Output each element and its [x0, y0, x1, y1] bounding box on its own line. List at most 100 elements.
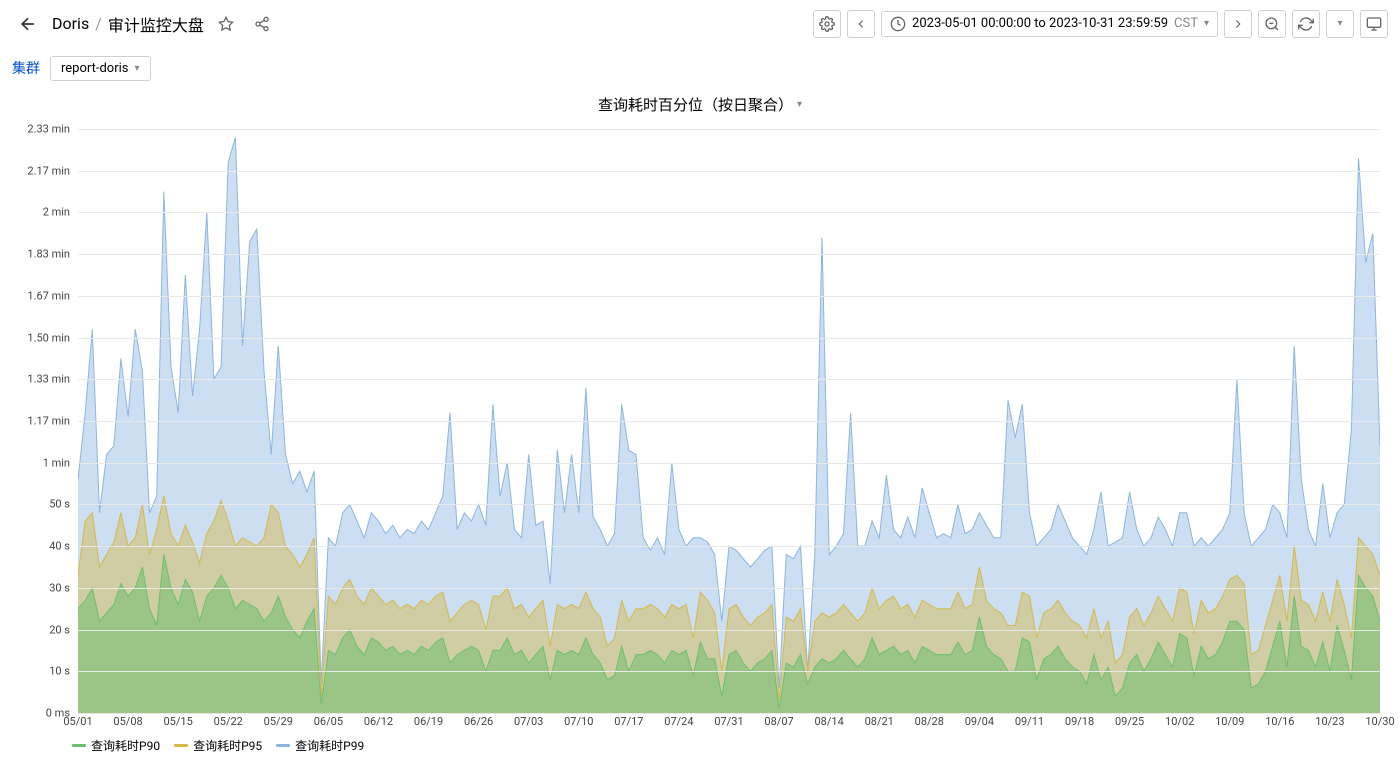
chevron-right-icon: [1231, 17, 1245, 31]
grid-line: [78, 129, 1380, 130]
y-axis: 2.33 min 2.17 min 2 min 1.83 min 1.67 min 1.5…: [12, 121, 74, 733]
grid-line: [78, 671, 1380, 672]
grid-line: [78, 588, 1380, 589]
time-range-text: 2023-05-01 00:00:00 to 2023-10-31 23:59:…: [912, 16, 1168, 31]
y-tick: 1.50 min: [27, 331, 70, 344]
x-tick: 10/23: [1315, 715, 1344, 728]
y-tick: 2.17 min: [27, 164, 70, 177]
breadcrumb-page: 审计监控大盘: [108, 12, 204, 36]
time-next-button[interactable]: [1224, 10, 1252, 38]
grid-line: [78, 171, 1380, 172]
grid-line: [78, 421, 1380, 422]
x-tick: 05/01: [63, 715, 92, 728]
legend-label: 查询耗时P99: [295, 737, 364, 754]
grid-line: [78, 546, 1380, 547]
plot-container: 2.33 min 2.17 min 2 min 1.83 min 1.67 min 1.5…: [12, 121, 1388, 733]
y-tick: 10 s: [49, 665, 70, 678]
chart-panel: 查询耗时百分位（按日聚合） ▾ 2.33 min 2.17 min 2 min 1.8…: [12, 88, 1388, 748]
y-tick: 1.33 min: [27, 373, 70, 386]
y-tick: 40 s: [49, 540, 70, 553]
x-tick: 07/10: [564, 715, 593, 728]
grid-line: [78, 379, 1380, 380]
y-tick: 2.33 min: [27, 123, 70, 136]
y-tick: 1.67 min: [27, 289, 70, 302]
chart-title: 查询耗时百分位（按日聚合）: [598, 94, 793, 115]
chart-title-row[interactable]: 查询耗时百分位（按日聚合） ▾: [12, 88, 1388, 121]
refresh-icon: [1298, 16, 1314, 32]
clock-icon: [890, 16, 906, 32]
legend-item[interactable]: 查询耗时P90: [72, 737, 160, 754]
legend: 查询耗时P90 查询耗时P95 查询耗时P99: [12, 733, 1388, 754]
legend-label: 查询耗时P90: [91, 737, 160, 754]
y-tick: 2 min: [43, 206, 70, 219]
x-tick: 07/17: [614, 715, 643, 728]
time-range-picker[interactable]: 2023-05-01 00:00:00 to 2023-10-31 23:59:…: [881, 11, 1218, 37]
x-tick: 05/22: [214, 715, 243, 728]
share-button[interactable]: [248, 10, 276, 38]
settings-button[interactable]: [813, 10, 841, 38]
refresh-button[interactable]: [1292, 10, 1320, 38]
grid-line: [78, 254, 1380, 255]
share-icon: [254, 16, 270, 32]
y-tick: 1 min: [43, 456, 70, 469]
grid-line: [78, 212, 1380, 213]
x-tick: 06/26: [464, 715, 493, 728]
legend-swatch: [276, 744, 290, 747]
grid-line: [78, 296, 1380, 297]
refresh-dropdown-button[interactable]: ▾: [1326, 10, 1354, 38]
y-tick: 50 s: [49, 498, 70, 511]
legend-item[interactable]: 查询耗时P99: [276, 737, 364, 754]
breadcrumb: Doris / 审计监控大盘: [52, 12, 204, 36]
x-tick: 10/09: [1215, 715, 1244, 728]
sub-header: 集群 report-doris ▾: [0, 48, 1400, 88]
chevron-left-icon: [854, 17, 868, 31]
plot[interactable]: [78, 129, 1380, 713]
zoom-out-button[interactable]: [1258, 10, 1286, 38]
breadcrumb-separator: /: [95, 14, 102, 33]
back-button[interactable]: [12, 8, 44, 40]
y-tick: 20 s: [49, 623, 70, 636]
grid-line: [78, 338, 1380, 339]
header: Doris / 审计监控大盘 2023-05-01 00:00:00 to 20…: [0, 0, 1400, 48]
x-tick: 07/31: [714, 715, 743, 728]
x-tick: 08/21: [865, 715, 894, 728]
chevron-down-icon: ▾: [1337, 18, 1342, 29]
cluster-select-value: report-doris: [61, 61, 128, 76]
breadcrumb-root[interactable]: Doris: [52, 14, 89, 33]
x-tick: 09/04: [965, 715, 994, 728]
x-tick: 06/05: [314, 715, 343, 728]
legend-swatch: [174, 744, 188, 747]
chevron-down-icon: ▾: [134, 63, 139, 74]
legend-swatch: [72, 744, 86, 747]
x-tick: 09/18: [1065, 715, 1094, 728]
y-tick: 1.17 min: [27, 415, 70, 428]
chevron-down-icon: ▾: [1204, 18, 1209, 29]
gear-icon: [819, 16, 835, 32]
cluster-label: 集群: [12, 58, 40, 78]
x-tick: 06/19: [414, 715, 443, 728]
time-prev-button[interactable]: [847, 10, 875, 38]
x-tick: 10/30: [1365, 715, 1394, 728]
panel-button[interactable]: [1360, 10, 1388, 38]
star-icon: [218, 16, 234, 32]
y-tick: 1.83 min: [27, 248, 70, 261]
x-tick: 07/24: [664, 715, 693, 728]
monitor-icon: [1366, 16, 1382, 32]
cluster-select[interactable]: report-doris ▾: [50, 56, 151, 81]
grid-line: [78, 463, 1380, 464]
legend-item[interactable]: 查询耗时P95: [174, 737, 262, 754]
x-axis: 05/0105/0805/1505/2205/2906/0506/1206/19…: [78, 713, 1380, 733]
header-left: Doris / 审计监控大盘: [12, 8, 276, 40]
x-tick: 09/11: [1015, 715, 1044, 728]
x-tick: 08/28: [915, 715, 944, 728]
x-tick: 05/29: [264, 715, 293, 728]
header-right: 2023-05-01 00:00:00 to 2023-10-31 23:59:…: [813, 10, 1388, 38]
star-button[interactable]: [212, 10, 240, 38]
y-tick: 30 s: [49, 581, 70, 594]
x-tick: 08/14: [815, 715, 844, 728]
x-tick: 09/25: [1115, 715, 1144, 728]
x-tick: 10/02: [1165, 715, 1194, 728]
timezone-label: CST: [1174, 16, 1198, 31]
chevron-down-icon: ▾: [797, 99, 802, 110]
zoom-out-icon: [1264, 16, 1280, 32]
